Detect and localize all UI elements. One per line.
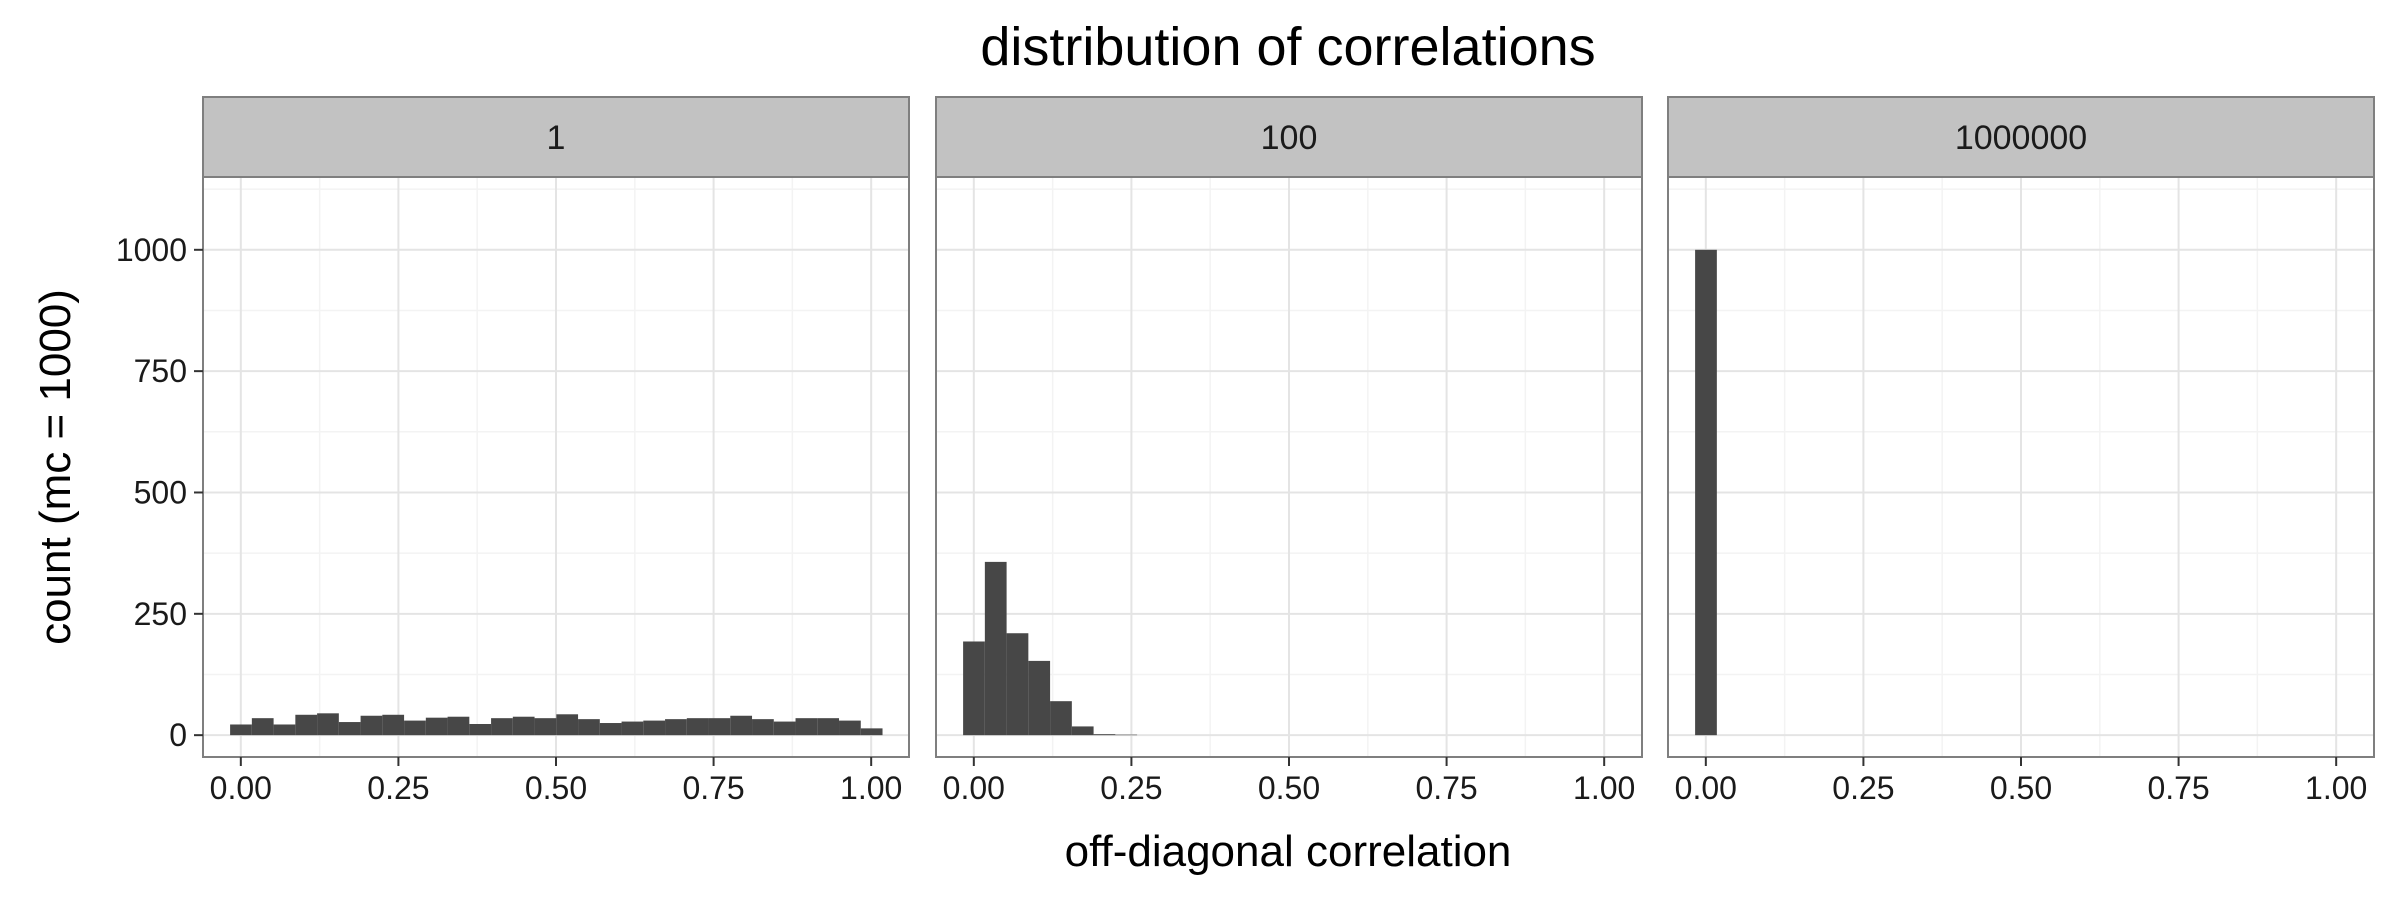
histogram-bar [578, 719, 600, 736]
facet-strip-label: 1000000 [1955, 119, 2087, 157]
y-tick-label: 1000 [116, 232, 187, 268]
x-tick-label: 1.00 [1573, 770, 1635, 806]
histogram-bar [251, 718, 274, 736]
histogram-bar [512, 716, 535, 736]
x-tick-label: 0.00 [1675, 770, 1737, 806]
histogram-bar [295, 714, 318, 736]
chart-title: distribution of correlations [980, 17, 1595, 77]
x-tick-label: 0.50 [1990, 770, 2052, 806]
y-axis-title: count (mc = 1000) [31, 289, 80, 645]
y-tick-label: 0 [169, 717, 187, 753]
histogram-bar [317, 713, 339, 736]
histogram-bar [963, 641, 985, 736]
histogram-bar [230, 724, 252, 736]
histogram-bar [621, 721, 644, 736]
x-tick-label: 0.50 [1258, 770, 1320, 806]
facet-panels: 1 0.00 0.25 0.50 0.75 1.00 0 250 500 750 1000 100 0.… [116, 96, 2375, 806]
facet-panel-0: 1 0.00 0.25 0.50 0.75 1.00 0 250 500 750 1000 [116, 96, 910, 806]
histogram-bar [599, 723, 622, 736]
histogram-bar [273, 724, 296, 736]
x-tick-label: 0.75 [2147, 770, 2209, 806]
histogram-bar [425, 717, 448, 736]
histogram-bar [643, 720, 666, 736]
facet-strip-label: 1 [547, 119, 566, 157]
x-axis-title: off-diagonal correlation [1065, 827, 1512, 876]
facet-panel-1: 100 0.00 0.25 0.50 0.75 1.00 [935, 96, 1643, 806]
x-tick-label: 0.00 [210, 770, 272, 806]
x-tick-label: 0.50 [525, 770, 587, 806]
histogram-bar [817, 718, 840, 736]
facet-strip [1667, 96, 2375, 178]
x-tick-label: 0.25 [1832, 770, 1894, 806]
x-tick-label: 1.00 [840, 770, 902, 806]
histogram-bar [469, 723, 492, 736]
histogram-bar [984, 561, 1007, 736]
histogram-bar [1695, 249, 1717, 736]
histogram-bar [338, 722, 361, 736]
histogram-bar [1050, 701, 1072, 736]
x-tick-label: 0.25 [367, 770, 429, 806]
x-tick-label: 0.75 [682, 770, 744, 806]
histogram-bar [360, 715, 383, 736]
histogram-bar [708, 718, 731, 736]
histogram-bar [665, 719, 687, 736]
histogram-bar [556, 714, 579, 736]
y-tick-label: 500 [134, 474, 187, 510]
histogram-bar [382, 714, 405, 736]
histogram-bar [404, 720, 426, 736]
y-tick-label: 250 [134, 596, 187, 632]
histogram-bar [1028, 660, 1051, 736]
facet-panel-2: 1000000 0.00 0.25 0.50 0.75 1.00 [1667, 96, 2375, 806]
histogram-bar [1093, 734, 1116, 736]
x-tick-label: 1.00 [2305, 770, 2367, 806]
histogram-bar [1006, 633, 1029, 736]
histogram-bar [1071, 726, 1094, 736]
x-tick-label: 0.75 [1415, 770, 1477, 806]
histogram-bar [447, 716, 470, 736]
y-tick-label: 750 [134, 353, 187, 389]
histogram-bar [1115, 734, 1138, 736]
histogram-bar [773, 721, 796, 736]
histogram-bar [534, 718, 557, 736]
histogram-bar [491, 718, 513, 736]
histogram-bar [730, 715, 753, 736]
x-tick-label: 0.00 [943, 770, 1005, 806]
facet-strip-label: 100 [1261, 119, 1318, 157]
facet-strip [202, 96, 910, 178]
histogram-bar [795, 718, 818, 736]
histogram-bar [686, 718, 709, 736]
histogram-bar [752, 719, 774, 736]
histogram-bar [860, 728, 883, 736]
histogram-bar [839, 720, 861, 736]
x-tick-label: 0.25 [1100, 770, 1162, 806]
